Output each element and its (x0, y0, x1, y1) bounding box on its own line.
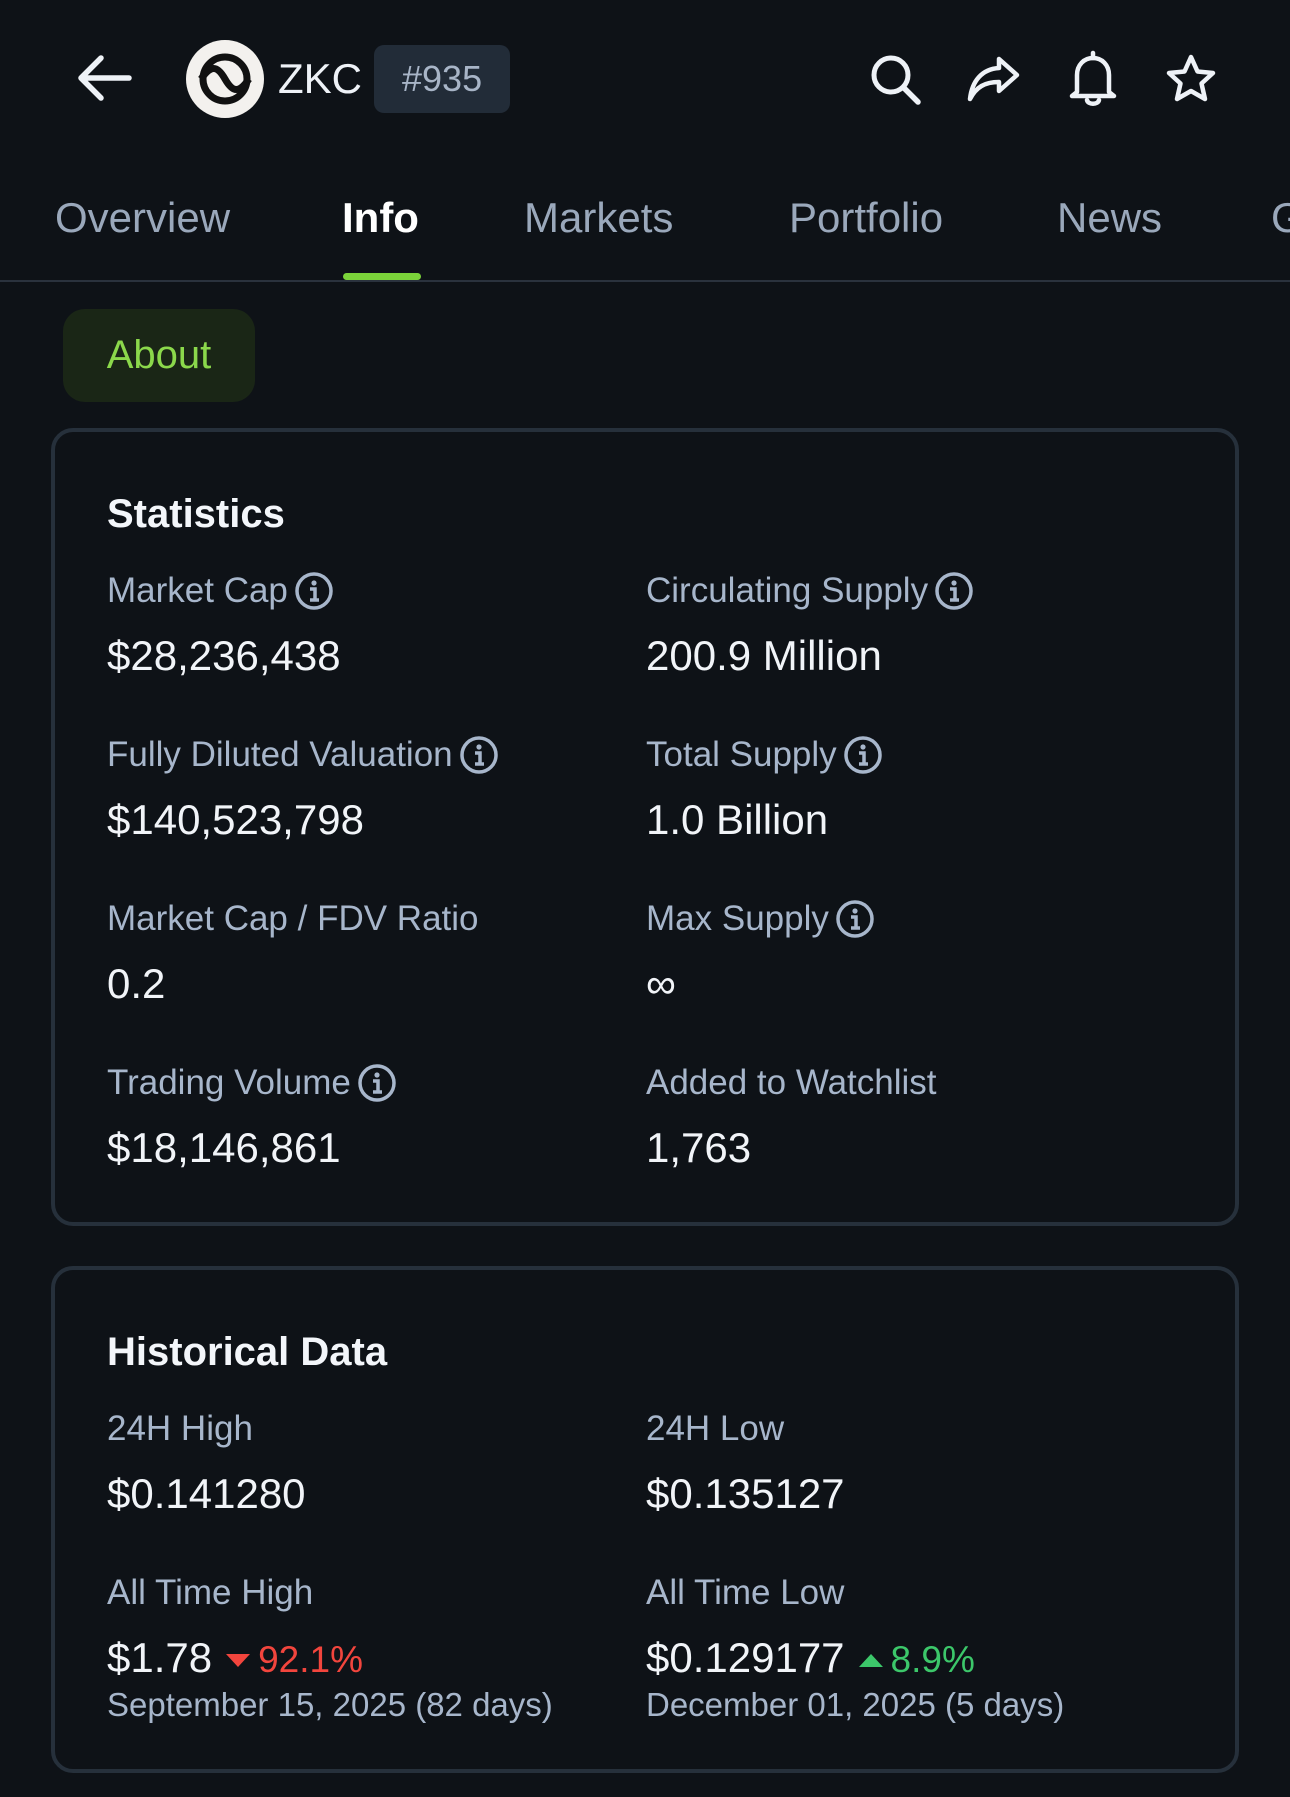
share-button[interactable] (959, 44, 1029, 114)
info-icon[interactable] (843, 735, 883, 775)
historical-title: Historical Data (107, 1330, 388, 1374)
alert-button[interactable] (1058, 44, 1128, 114)
circulating-supply-label-text: Circulating Supply (646, 571, 929, 610)
search-button[interactable] (860, 44, 930, 114)
trading-volume-label-text: Trading Volume (107, 1063, 351, 1102)
max-supply-value: ∞ (646, 960, 676, 1007)
historical-data-card: Historical Data 24H High $0.141280 24H L… (51, 1266, 1239, 1773)
atl-label: All Time Low (646, 1573, 845, 1612)
circulating-supply-label: Circulating Supply (646, 569, 974, 613)
tab-info[interactable]: Info (342, 194, 419, 241)
low-24h-label: 24H Low (646, 1409, 785, 1448)
total-supply-label: Total Supply (646, 733, 883, 777)
ath-change: 92.1% (258, 1639, 364, 1680)
watchlist-label: Added to Watchlist (646, 1061, 937, 1105)
max-supply-label-text: Max Supply (646, 899, 829, 938)
down-triangle-icon (226, 1654, 251, 1668)
market-cap-value: $28,236,438 (107, 632, 341, 679)
rank-badge: #935 (374, 45, 511, 113)
ath-label: All Time High (107, 1573, 314, 1612)
up-triangle-icon (858, 1654, 883, 1668)
share-icon (967, 56, 1020, 102)
back-arrow-icon (78, 55, 132, 101)
coin-logo (186, 40, 264, 118)
atl-change: 8.9% (890, 1639, 975, 1680)
low-24h-value: $0.135127 (646, 1470, 845, 1517)
info-icon[interactable] (835, 899, 875, 939)
statistics-title: Statistics (107, 492, 285, 536)
trading-volume-label: Trading Volume (107, 1061, 397, 1105)
atl-date: December 01, 2025 (5 days) (646, 1686, 1065, 1723)
trading-volume-value: $18,146,861 (107, 1124, 341, 1171)
circulating-supply-value: 200.9 Million (646, 632, 882, 679)
mc-fdv-ratio-label-text: Market Cap / FDV Ratio (107, 899, 479, 938)
star-icon (1166, 54, 1216, 102)
tab-markets[interactable]: Markets (524, 194, 674, 241)
market-cap-label-text: Market Cap (107, 571, 288, 610)
tab-news[interactable]: News (1057, 194, 1163, 241)
top-bar: ZKC #935 (0, 0, 1290, 160)
statistics-card: Statistics Market Cap $28,236,438 Circul… (51, 428, 1239, 1226)
tab-more[interactable]: G (1271, 194, 1290, 241)
high-24h-value: $0.141280 (107, 1470, 306, 1517)
watchlist-label-text: Added to Watchlist (646, 1063, 937, 1102)
info-icon[interactable] (934, 571, 974, 611)
max-supply-label: Max Supply (646, 897, 875, 941)
search-icon (871, 55, 921, 105)
tab-bar: Overview Info Markets Portfolio News G (0, 182, 1290, 282)
info-icon[interactable] (294, 571, 334, 611)
market-cap-label: Market Cap (107, 569, 334, 613)
back-button[interactable] (70, 46, 138, 110)
info-icon[interactable] (357, 1063, 397, 1103)
watchlist-button[interactable] (1156, 44, 1226, 114)
fdv-value: $140,523,798 (107, 796, 364, 843)
info-icon[interactable] (459, 735, 499, 775)
tab-overview[interactable]: Overview (55, 194, 231, 241)
bell-icon (1069, 50, 1117, 106)
watchlist-value: 1,763 (646, 1124, 752, 1171)
about-chip[interactable]: About (63, 309, 255, 402)
zkc-logo-icon (198, 53, 252, 105)
fdv-label: Fully Diluted Valuation (107, 733, 499, 777)
ath-row: $1.78 92.1% (107, 1632, 363, 1686)
total-supply-label-text: Total Supply (646, 735, 837, 774)
mc-fdv-ratio-label: Market Cap / FDV Ratio (107, 897, 479, 941)
atl-value: $0.129177 (646, 1634, 845, 1681)
fdv-label-text: Fully Diluted Valuation (107, 735, 453, 774)
ath-value: $1.78 (107, 1634, 213, 1681)
tab-portfolio[interactable]: Portfolio (789, 194, 944, 241)
total-supply-value: 1.0 Billion (646, 796, 829, 843)
active-tab-indicator (343, 273, 421, 280)
ath-date: September 15, 2025 (82 days) (107, 1686, 553, 1723)
mc-fdv-ratio-value: 0.2 (107, 960, 166, 1007)
coin-ticker: ZKC (278, 55, 362, 102)
atl-row: $0.129177 8.9% (646, 1632, 975, 1686)
high-24h-label: 24H High (107, 1409, 253, 1448)
